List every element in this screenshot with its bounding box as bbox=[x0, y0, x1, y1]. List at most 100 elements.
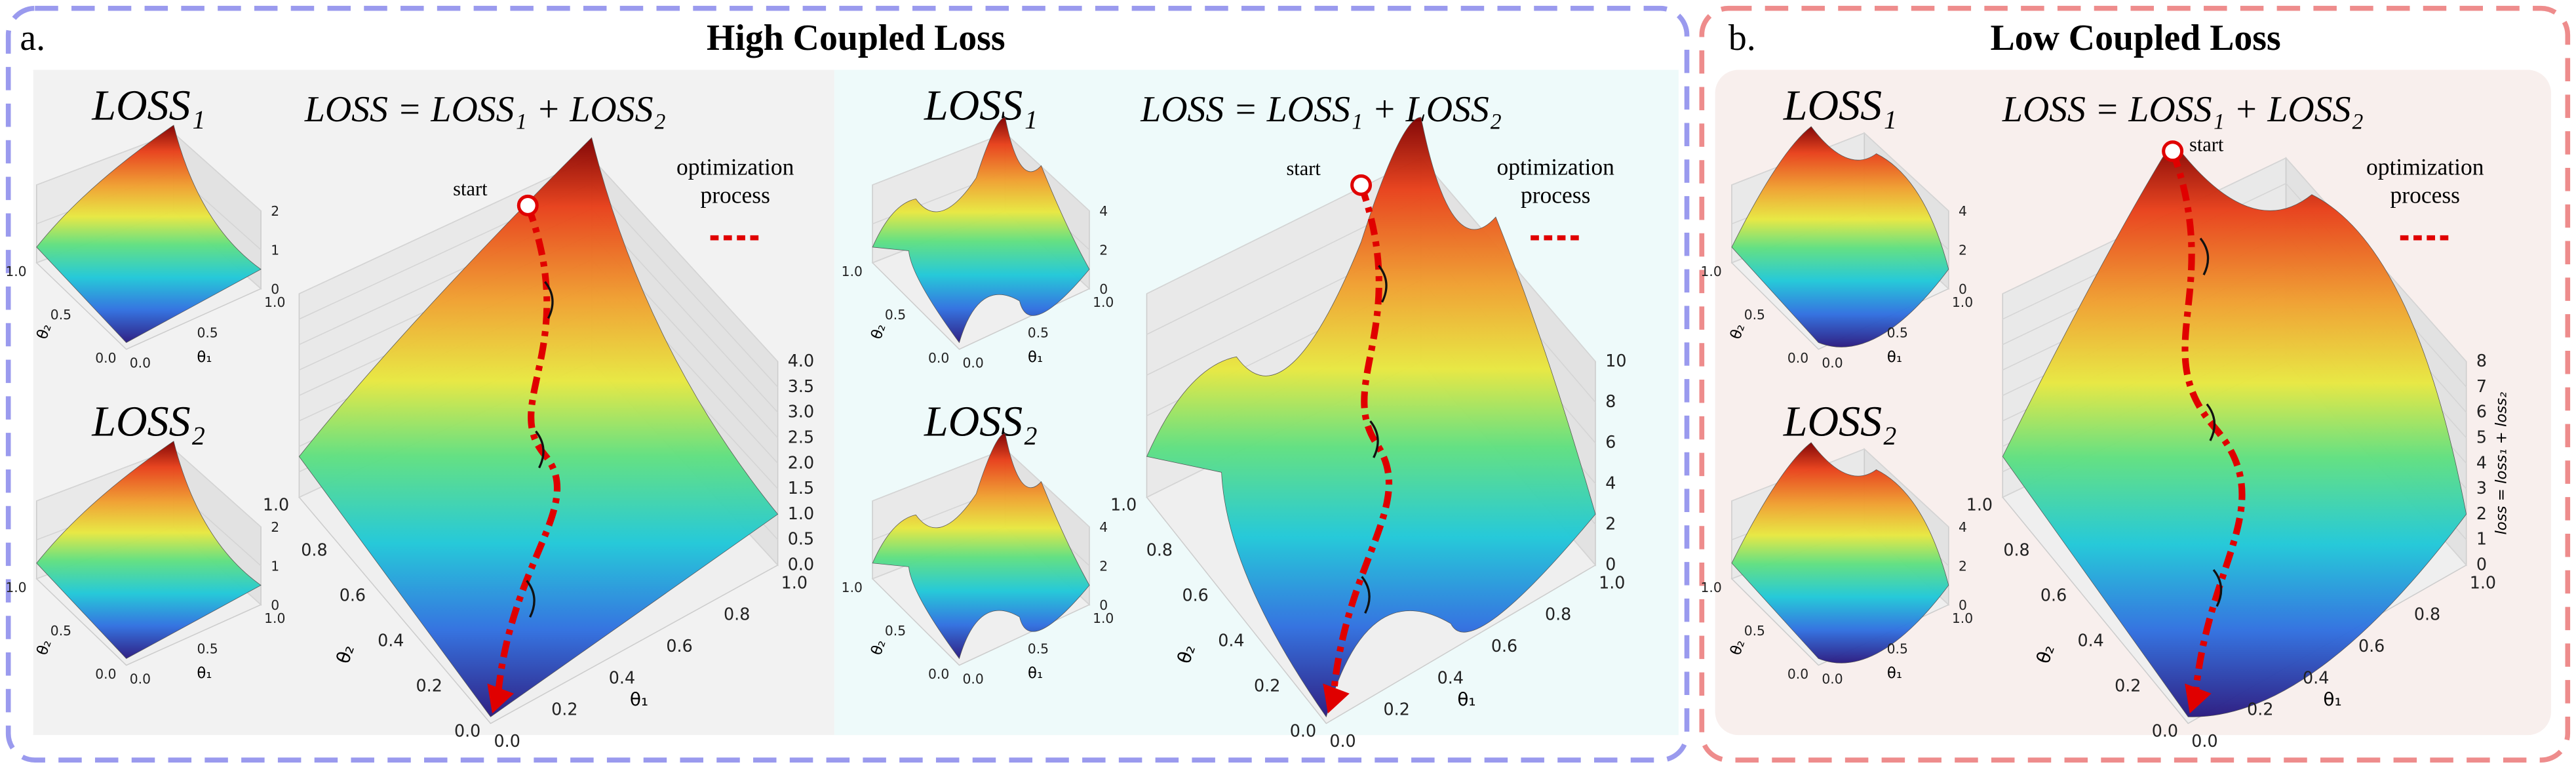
grid-line bbox=[1731, 448, 1949, 528]
start-point bbox=[2162, 140, 2184, 163]
z-tick-label: 0.5 bbox=[788, 529, 814, 549]
x-tick-label: 1.0 bbox=[264, 294, 285, 310]
y-tick-label: 0.2 bbox=[2115, 676, 2141, 696]
x-tick-label: 0.6 bbox=[1491, 636, 1517, 656]
surface bbox=[36, 441, 262, 659]
subplot-title: LOSS₂ bbox=[924, 398, 1038, 446]
direction-arrow bbox=[526, 580, 536, 618]
formula: LOSS = LOSS₁ + LOSS₂ bbox=[304, 89, 666, 130]
z-tick-label: 8 bbox=[2476, 351, 2487, 370]
z-tick-label: 1 bbox=[271, 243, 279, 258]
z-tick-label: 0 bbox=[271, 281, 279, 297]
y-tick-label: 0.0 bbox=[1787, 666, 1808, 682]
direction-arrow bbox=[1378, 265, 1388, 303]
path-arrow bbox=[487, 683, 514, 714]
grid-line bbox=[2002, 157, 2467, 362]
z-tick-label: 7 bbox=[2476, 376, 2487, 396]
y-tick-label: 0.8 bbox=[301, 540, 327, 560]
y-tick-label: 0.6 bbox=[2040, 586, 2067, 605]
z-tick-label: 0 bbox=[1959, 281, 1967, 297]
formula: LOSS = LOSS₁ + LOSS₂ bbox=[1140, 89, 1502, 130]
z-tick-label: 4 bbox=[2476, 452, 2487, 472]
x-axis-label: θ₁ bbox=[1457, 688, 1475, 710]
path-arrow bbox=[1323, 683, 1350, 714]
legend-label: process bbox=[2391, 182, 2460, 208]
start-label: start bbox=[1286, 157, 1321, 180]
y-tick-label: 0.5 bbox=[50, 623, 71, 639]
y-tick-label: 0.5 bbox=[885, 307, 906, 323]
z-tick-label: 6 bbox=[2476, 402, 2487, 422]
x-tick-label: 0.4 bbox=[609, 667, 635, 687]
y-tick-label: 0.8 bbox=[2003, 540, 2029, 560]
z-tick-label: 2 bbox=[2476, 504, 2487, 523]
y-tick-label: 0.0 bbox=[928, 666, 949, 682]
start-label: start bbox=[2189, 134, 2224, 156]
start-point bbox=[517, 194, 539, 216]
z-tick-label: 2.5 bbox=[788, 427, 814, 447]
x-tick-label: 0.0 bbox=[963, 671, 984, 686]
y-tick-label: 1.0 bbox=[5, 580, 26, 595]
x-tick-label: 0.5 bbox=[197, 641, 218, 656]
panel-label: b. bbox=[1728, 18, 1756, 58]
x-tick-label: 0.2 bbox=[1384, 700, 1410, 719]
y-tick-label: 0.5 bbox=[50, 307, 71, 323]
x-tick-label: 0.2 bbox=[551, 700, 577, 719]
x-tick-label: 0.5 bbox=[1887, 325, 1908, 340]
surface bbox=[1731, 126, 1949, 348]
y-tick-label: 0.5 bbox=[1744, 623, 1765, 639]
x-tick-label: 0.8 bbox=[1545, 605, 1571, 624]
subplot-title: LOSS₁ bbox=[91, 82, 205, 130]
x-axis-label: θ₁ bbox=[1887, 349, 1902, 366]
z-tick-label: 0 bbox=[1099, 597, 1108, 613]
subplot-title: LOSS₂ bbox=[1783, 398, 1897, 446]
subplot-title: LOSS₂ bbox=[91, 398, 205, 446]
x-tick-label: 0.0 bbox=[130, 355, 151, 371]
z-tick-label: 4.0 bbox=[788, 351, 814, 370]
x-tick-label: 0.0 bbox=[494, 731, 520, 751]
x-axis-label: θ₁ bbox=[1028, 665, 1043, 682]
z-tick-label: 10 bbox=[1605, 351, 1626, 370]
z-tick-label: 3.5 bbox=[788, 376, 814, 396]
x-tick-label: 0.4 bbox=[1437, 667, 1464, 687]
y-tick-label: 0.5 bbox=[1744, 307, 1765, 323]
x-axis-label: θ₁ bbox=[1887, 665, 1902, 682]
x-tick-label: 0.5 bbox=[1887, 641, 1908, 656]
formula: LOSS = LOSS₁ + LOSS₂ bbox=[2002, 89, 2364, 130]
subplot-title: LOSS₁ bbox=[1783, 82, 1897, 130]
z-tick-label: 0 bbox=[1959, 597, 1967, 613]
x-axis-label: θ₁ bbox=[630, 688, 648, 710]
y-tick-label: 0.6 bbox=[1182, 586, 1208, 605]
y-tick-label: 1.0 bbox=[842, 264, 863, 279]
x-tick-label: 0.0 bbox=[2191, 731, 2217, 751]
start-point bbox=[1350, 174, 1373, 196]
x-tick-label: 0.8 bbox=[724, 605, 750, 624]
y-tick-label: 0.5 bbox=[885, 623, 906, 639]
path-arrow bbox=[2185, 683, 2212, 714]
y-tick-label: 0.0 bbox=[928, 350, 949, 366]
y-tick-label: 0.4 bbox=[378, 631, 404, 650]
start-label: start bbox=[453, 178, 488, 200]
z-tick-label: 2 bbox=[1959, 559, 1967, 574]
x-tick-label: 0.0 bbox=[963, 355, 984, 371]
panel-border bbox=[5, 5, 1690, 763]
x-tick-label: 0.5 bbox=[1028, 641, 1049, 656]
surface bbox=[298, 137, 779, 717]
y-tick-label: 1.0 bbox=[5, 264, 26, 279]
surface bbox=[872, 433, 1090, 660]
z-tick-label: 3 bbox=[2476, 478, 2487, 498]
legend-label: optimization bbox=[2366, 153, 2484, 180]
z-tick-label: 0.0 bbox=[788, 555, 814, 574]
z-tick-label: 1.0 bbox=[788, 504, 814, 523]
y-tick-label: 0.8 bbox=[1146, 540, 1173, 560]
x-axis-label: θ₁ bbox=[197, 349, 212, 366]
y-tick-label: 0.0 bbox=[1290, 721, 1316, 741]
x-tick-label: 0.8 bbox=[2414, 605, 2440, 624]
z-tick-label: 6 bbox=[1605, 432, 1616, 452]
x-tick-label: 1.0 bbox=[1952, 294, 1973, 310]
z-tick-label: 4 bbox=[1099, 519, 1108, 535]
y-tick-label: 1.0 bbox=[1701, 580, 1722, 595]
y-tick-label: 0.6 bbox=[340, 586, 366, 605]
z-tick-label: 4 bbox=[1605, 473, 1616, 492]
surface bbox=[1731, 442, 1949, 664]
x-tick-label: 1.0 bbox=[1952, 610, 1973, 626]
